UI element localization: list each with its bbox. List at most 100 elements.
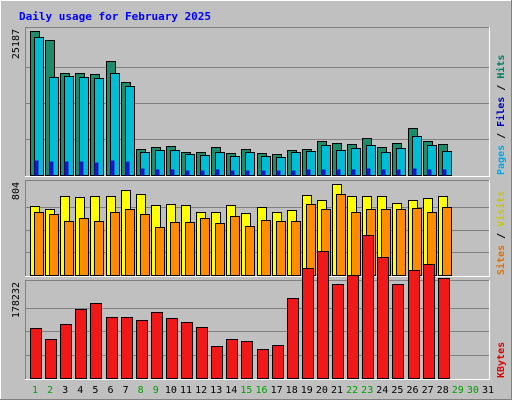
bar-files-day-23: [366, 145, 376, 176]
bar-files-day-6: [110, 73, 120, 176]
x-tick-label: 30: [467, 385, 479, 396]
bar-kbytes-day-12: [196, 327, 208, 379]
bar-pages-day-6: [110, 160, 115, 176]
bar-kbytes-day-17: [272, 345, 284, 379]
bar-sites-day-10: [170, 222, 180, 276]
bar-pages-day-9: [155, 169, 160, 176]
x-tick-label: 3: [62, 385, 68, 396]
x-tick-label: 16: [255, 385, 267, 396]
bar-sites-day-9: [155, 227, 165, 276]
bar-sites-day-11: [185, 222, 195, 276]
x-tick-label: 5: [92, 385, 98, 396]
panel-kbytes: 178232 KBytes: [11, 235, 507, 380]
bar-kbytes-day-15: [241, 341, 253, 379]
bar-kbytes-day-18: [287, 298, 299, 379]
bar-pages-day-4: [79, 161, 84, 176]
bar-sites-day-3: [64, 221, 74, 276]
bar-files-day-26: [412, 136, 422, 176]
bar-files-day-25: [396, 148, 406, 176]
bar-sites-day-4: [79, 218, 89, 276]
bar-sites-day-22: [351, 212, 361, 276]
bar-kbytes-day-5: [90, 303, 102, 379]
bar-pages-day-22: [351, 169, 356, 176]
x-tick-label: 1: [32, 385, 38, 396]
bar-kbytes-day-14: [226, 339, 238, 379]
bar-pages-day-16: [261, 170, 266, 176]
bar-kbytes-day-10: [166, 318, 178, 379]
bar-kbytes-day-28: [438, 278, 450, 379]
bar-sites-day-5: [94, 221, 104, 276]
x-tick-label: 12: [195, 385, 207, 396]
bar-files-day-9: [155, 150, 165, 176]
y-max-label: 804: [11, 182, 22, 200]
bar-sites-day-19: [306, 204, 316, 276]
bar-kbytes-day-20: [317, 251, 329, 379]
x-tick-label: 29: [452, 385, 464, 396]
x-tick-label: 11: [180, 385, 192, 396]
bar-sites-day-28: [442, 207, 452, 276]
bar-files-day-8: [140, 152, 150, 176]
bar-files-day-16: [261, 156, 271, 176]
bar-files-day-17: [276, 157, 286, 176]
legend-text: /: [496, 79, 507, 97]
bar-pages-day-10: [170, 169, 175, 176]
bar-sites-day-16: [261, 220, 271, 276]
x-tick-label: 17: [271, 385, 283, 396]
bar-sites-day-1: [34, 212, 44, 276]
bar-pages-day-14: [230, 170, 235, 176]
bar-kbytes-day-9: [151, 312, 163, 379]
bar-files-day-20: [321, 145, 331, 176]
bar-kbytes-day-7: [121, 317, 133, 379]
bar-pages-day-20: [321, 169, 326, 176]
bar-kbytes-day-2: [45, 339, 57, 379]
legend-text: KBytes: [496, 342, 507, 378]
bar-kbytes-day-3: [60, 324, 72, 379]
bar-files-day-10: [170, 150, 180, 176]
x-tick-label: 10: [165, 385, 177, 396]
bar-sites-day-18: [291, 221, 301, 276]
x-tick-label: 15: [240, 385, 252, 396]
bar-pages-day-12: [200, 170, 205, 176]
x-tick-label: 28: [437, 385, 449, 396]
bar-files-day-14: [230, 156, 240, 176]
bar-kbytes-day-25: [392, 284, 404, 379]
bar-files-day-2: [49, 77, 59, 176]
bar-sites-day-8: [140, 214, 150, 276]
x-tick-label: 7: [123, 385, 129, 396]
legend-text: Hits: [495, 55, 507, 79]
bar-sites-day-17: [276, 221, 286, 276]
bar-files-day-11: [185, 154, 195, 176]
bar-sites-day-14: [230, 216, 240, 276]
bar-kbytes-day-8: [136, 320, 148, 379]
x-tick-label: 27: [422, 385, 434, 396]
bar-pages-day-3: [64, 161, 69, 176]
bar-kbytes-day-6: [106, 317, 118, 379]
bar-pages-day-27: [427, 169, 432, 176]
x-tick-label: 6: [107, 385, 113, 396]
bar-files-day-1: [34, 37, 44, 176]
bar-kbytes-day-26: [408, 270, 420, 379]
x-tick-label: 19: [301, 385, 313, 396]
x-tick-label: 4: [77, 385, 83, 396]
bar-sites-day-12: [200, 218, 210, 276]
x-tick-label: 21: [331, 385, 343, 396]
legend-text: Pages: [496, 145, 507, 175]
bar-files-day-4: [79, 77, 89, 176]
x-tick-label: 18: [286, 385, 298, 396]
bar-sites-day-21: [336, 194, 346, 276]
panel-legend: Pages / Files / Hits: [495, 55, 507, 175]
bar-kbytes-day-16: [257, 349, 269, 379]
panel-legend: KBytes: [496, 342, 507, 378]
bar-pages-day-28: [442, 169, 447, 176]
panel-visits: 804 Sites / Visits: [11, 180, 507, 277]
legend-text: Files: [495, 97, 507, 127]
x-tick-label: 31: [482, 385, 494, 396]
x-tick-label: 13: [210, 385, 222, 396]
bar-pages-day-21: [336, 169, 341, 176]
legend-text: /: [496, 127, 507, 145]
x-tick-label: 25: [391, 385, 403, 396]
chart-panels: 25187 Pages / Files / Hits 804 Sites / Visi…: [11, 27, 507, 380]
bar-kbytes-day-23: [362, 235, 374, 379]
